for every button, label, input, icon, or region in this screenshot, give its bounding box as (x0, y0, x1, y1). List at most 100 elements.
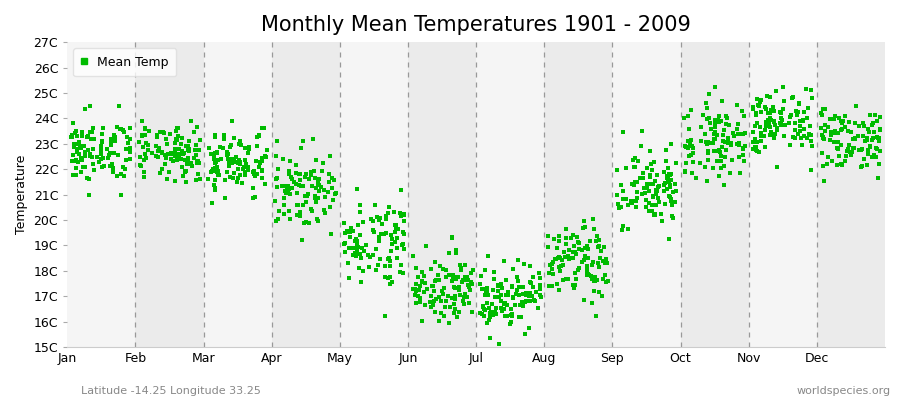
Point (338, 240, 352, 246)
Point (252, 164, 266, 170)
Point (626, 182, 641, 188)
Point (84, 136, 98, 142)
Point (171, 125, 185, 131)
Point (388, 239, 402, 245)
Point (814, 110, 828, 116)
Point (429, 277, 444, 284)
Point (298, 218, 312, 225)
Point (587, 288, 601, 294)
Point (171, 151, 185, 157)
Point (725, 156, 740, 163)
Point (207, 182, 221, 188)
Point (592, 237, 607, 244)
Point (283, 191, 297, 197)
Point (716, 132, 730, 138)
Point (139, 155, 153, 161)
Point (232, 138, 247, 144)
Point (181, 161, 195, 167)
Point (647, 212, 662, 218)
Point (625, 180, 639, 187)
Point (86, 146, 101, 152)
Point (752, 103, 766, 109)
Point (298, 174, 312, 181)
Point (229, 154, 243, 160)
Point (824, 158, 839, 164)
Point (72, 138, 86, 145)
Point (559, 240, 573, 247)
Point (271, 166, 285, 172)
Point (86, 160, 100, 167)
Point (455, 279, 470, 285)
Point (302, 176, 316, 182)
Point (600, 259, 615, 266)
Point (113, 126, 128, 132)
Point (233, 158, 248, 165)
Point (801, 105, 815, 111)
Point (247, 168, 261, 174)
Point (714, 165, 728, 171)
Point (831, 139, 845, 145)
Point (712, 118, 726, 125)
Point (473, 310, 488, 316)
Point (562, 247, 576, 254)
Point (153, 170, 167, 176)
Point (227, 170, 241, 176)
Point (340, 228, 355, 235)
Point (296, 183, 310, 189)
Point (232, 172, 247, 178)
Point (694, 123, 708, 130)
Point (445, 272, 459, 278)
Point (175, 148, 189, 154)
Point (246, 194, 260, 201)
Point (630, 188, 644, 195)
Point (588, 274, 602, 280)
Point (217, 132, 231, 138)
Point (312, 182, 327, 188)
Point (835, 162, 850, 168)
Point (148, 143, 163, 150)
Point (220, 150, 235, 157)
Point (746, 146, 760, 152)
Point (681, 145, 696, 151)
Point (658, 200, 672, 207)
Point (282, 171, 296, 177)
Point (719, 147, 733, 154)
Point (448, 284, 463, 291)
Point (838, 158, 852, 164)
Point (696, 112, 710, 118)
Point (433, 263, 447, 269)
Point (392, 210, 407, 216)
Point (212, 144, 227, 150)
Point (460, 274, 474, 280)
Point (419, 286, 434, 292)
Point (187, 129, 202, 135)
Point (499, 292, 513, 299)
Point (652, 184, 666, 190)
Point (479, 288, 493, 295)
Point (78, 152, 93, 159)
Point (425, 283, 439, 290)
Point (277, 202, 292, 208)
Point (372, 217, 386, 223)
Point (167, 178, 182, 184)
Point (83, 102, 97, 109)
Point (762, 115, 777, 121)
Point (510, 256, 525, 263)
Point (140, 142, 155, 148)
Point (136, 144, 150, 150)
Point (176, 173, 190, 180)
Point (350, 245, 365, 252)
Point (614, 182, 628, 189)
Point (73, 143, 87, 149)
Point (371, 262, 385, 268)
Point (66, 120, 80, 126)
Point (222, 162, 237, 168)
Point (452, 283, 466, 290)
Point (411, 287, 426, 294)
Point (176, 150, 191, 157)
Point (548, 256, 562, 262)
Point (240, 167, 255, 174)
Point (108, 138, 122, 144)
Point (453, 292, 467, 298)
Point (352, 264, 366, 271)
